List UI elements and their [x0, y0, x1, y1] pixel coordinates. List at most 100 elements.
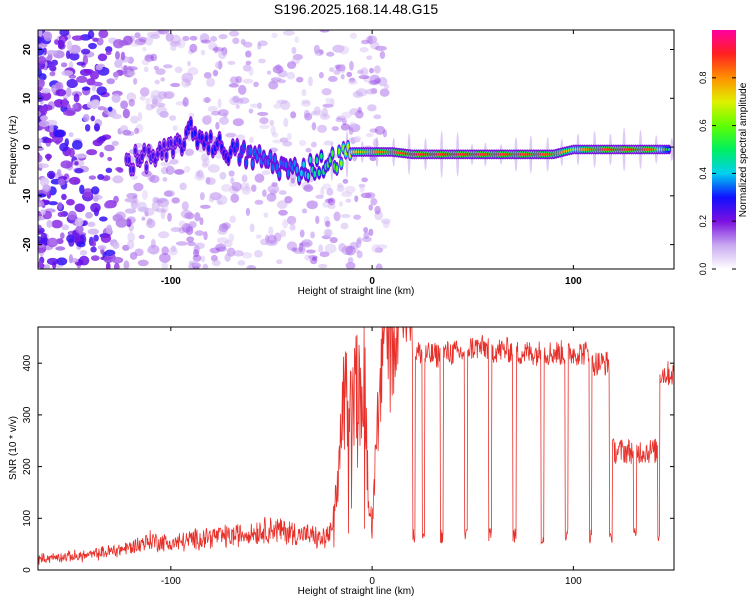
heatmap-cell — [127, 239, 135, 250]
heatmap-cell — [48, 201, 58, 206]
heatmap-cell — [147, 147, 151, 155]
heatmap-cell — [374, 247, 384, 253]
heatmap-cell — [257, 147, 261, 155]
heatmap-cell — [267, 234, 277, 245]
heatmap-cell — [302, 161, 306, 168]
heatmap-cell — [323, 228, 334, 238]
heatmap-cell — [90, 115, 96, 122]
heatmap-cell — [98, 30, 109, 39]
heatmap-cell — [79, 249, 88, 256]
heatmap-cell — [55, 246, 66, 251]
heatmap-cell — [95, 64, 103, 71]
heatmap-cell — [251, 160, 255, 168]
heatmap-cell — [66, 234, 75, 243]
heatmap-cell — [358, 183, 366, 188]
heatmap-cell — [76, 61, 86, 66]
heatmap-cell — [63, 109, 75, 116]
heatmap-cell — [360, 192, 372, 199]
heatmap-cell — [341, 245, 353, 256]
heatmap-cell — [178, 137, 182, 145]
heatmap-cell — [169, 139, 173, 147]
heatmap-cell — [66, 78, 78, 89]
heatmap-cell — [319, 49, 324, 55]
heatmap-cell — [181, 78, 191, 88]
heatmap-cell — [216, 246, 228, 253]
heatmap-cell — [206, 77, 216, 88]
heatmap-cell — [169, 40, 181, 47]
heatmap-cell — [105, 51, 112, 56]
heatmap-cell — [61, 193, 67, 201]
heatmap-cell — [170, 44, 177, 51]
heatmap-cell — [213, 45, 219, 54]
heatmap-cell — [57, 211, 65, 217]
heatmap-cell — [238, 84, 247, 95]
heatmap-cell — [279, 100, 291, 111]
heatmap-cell — [278, 190, 287, 195]
heatmap-cell — [257, 40, 268, 47]
heatmap-cell — [211, 259, 221, 267]
heatmap-cell — [155, 68, 166, 75]
heatmap-cell — [113, 262, 120, 269]
heatmap-cell — [293, 247, 303, 255]
heatmap-cell — [134, 127, 140, 135]
heatmap-cell — [54, 39, 59, 45]
heatmap-cell — [160, 209, 166, 220]
heatmap-cell — [327, 197, 336, 206]
heatmap-cell — [123, 260, 130, 269]
heatmap-cell — [193, 129, 197, 137]
colorbar-tick-label: 0.6 — [698, 119, 708, 132]
heatmap-cell — [195, 171, 201, 177]
heatmap-cell — [249, 147, 252, 155]
heatmap-cell — [114, 59, 123, 68]
heatmap-cell — [71, 35, 84, 41]
heatmap-cell — [150, 103, 157, 109]
heatmap-cell — [294, 36, 300, 43]
heatmap-cell — [345, 245, 356, 256]
heatmap-cell — [341, 111, 352, 119]
heatmap-cell — [318, 71, 324, 79]
heatmap-cell — [338, 201, 344, 207]
heatmap-cell — [315, 194, 324, 199]
heatmap-cell — [90, 202, 101, 213]
heatmap-cell — [187, 49, 194, 55]
heatmap-cell — [126, 216, 136, 224]
heatmap-cell — [43, 31, 53, 42]
heatmap-cell — [378, 76, 388, 87]
heatmap-cell — [123, 64, 128, 75]
heatmap-cell — [57, 202, 63, 210]
heatmap-cell — [68, 254, 74, 264]
heatmap-cell — [157, 198, 170, 208]
heatmap-cell — [126, 92, 137, 102]
heatmap-cell — [227, 60, 236, 65]
heatmap-cell — [250, 103, 261, 108]
heatmap-cell — [349, 60, 354, 71]
heatmap-cell — [43, 264, 51, 269]
heatmap-cell — [365, 192, 376, 199]
heatmap-cell — [348, 127, 354, 136]
heatmap-cell — [300, 169, 303, 177]
heatmap-cell — [130, 175, 138, 180]
heatmap-cell — [40, 88, 51, 94]
heatmap-cell — [199, 204, 211, 209]
y-tick-label: 20 — [22, 44, 33, 56]
heatmap-cell — [209, 247, 220, 254]
heatmap-cell — [356, 250, 363, 259]
heatmap-cell — [154, 79, 160, 85]
heatmap-cell — [90, 255, 100, 262]
heatmap-cell — [165, 32, 174, 42]
heatmap-cell — [291, 57, 300, 65]
heatmap-cell — [62, 98, 69, 108]
heatmap-cell — [301, 99, 311, 104]
heatmap-cell — [222, 112, 228, 119]
heatmap-cell — [38, 36, 42, 45]
heatmap-cell — [376, 244, 388, 250]
heatmap-cell — [112, 71, 120, 78]
spectrogram-heatmap — [38, 30, 674, 269]
heatmap-cell — [194, 230, 205, 236]
heatmap-cell — [218, 60, 223, 70]
heatmap-cell — [338, 243, 347, 252]
heatmap-cell — [167, 212, 172, 222]
heatmap-cell — [38, 137, 43, 144]
heatmap-cell — [289, 224, 296, 231]
